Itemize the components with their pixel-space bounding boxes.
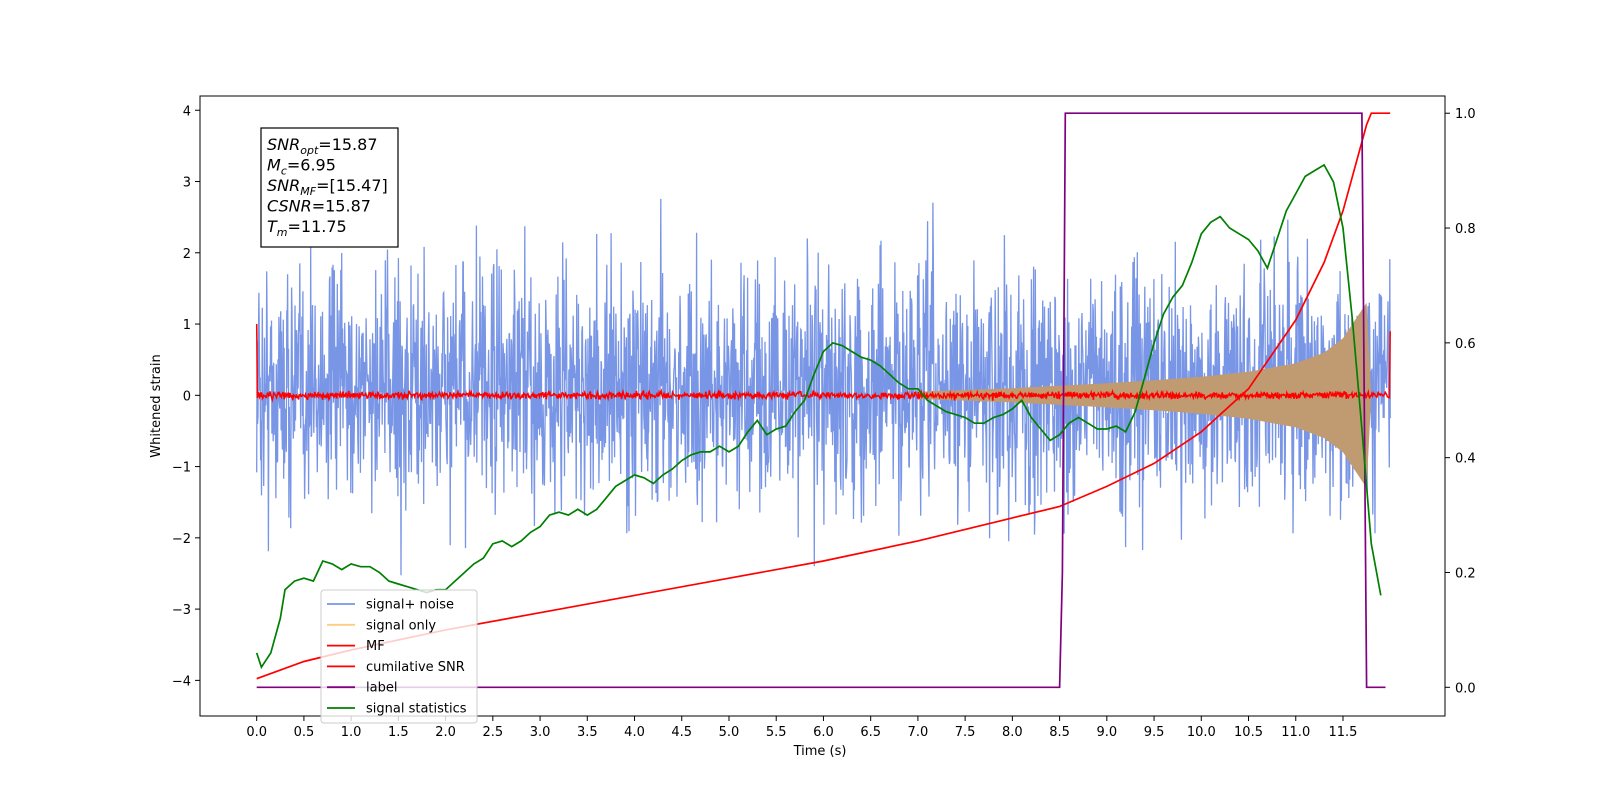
y-right-tick-label: 0.8 — [1455, 222, 1476, 237]
y-left-tick-label: −4 — [172, 674, 191, 689]
x-tick-label: 0.0 — [246, 725, 267, 740]
x-tick-label: 8.5 — [1049, 725, 1070, 740]
stats-line: CSNR=15.87 — [267, 197, 371, 216]
stats-line: Tm=11.75 — [267, 217, 347, 239]
legend-label: signal statistics — [366, 702, 467, 717]
x-tick-label: 3.5 — [577, 725, 598, 740]
stats-box: SNRopt=15.87Mc=6.95SNRMF=[15.47]CSNR=15.… — [260, 127, 399, 248]
y-left-tick-label: −1 — [172, 461, 191, 476]
y-right-tick-label: 0.6 — [1455, 337, 1476, 352]
stats-box-frame — [260, 127, 399, 248]
x-axis-label: Time (s) — [793, 744, 847, 759]
x-tick-label: 1.0 — [341, 725, 362, 740]
legend-label: label — [366, 681, 397, 696]
x-tick-label: 1.5 — [388, 725, 409, 740]
y-right-tick-label: 1.0 — [1455, 107, 1476, 122]
legend-label: signal+ noise — [366, 598, 454, 613]
x-tick-label: 11.0 — [1281, 725, 1310, 740]
x-tick-label: 9.5 — [1144, 725, 1165, 740]
y-axis-right: 1.0 0.8 0.6 0.4 0.2 0.0 — [1445, 107, 1476, 696]
y-left-tick-label: 4 — [183, 104, 191, 119]
y-left-tick-label: 2 — [183, 247, 191, 262]
y-right-tick-label: 0.0 — [1455, 681, 1476, 696]
y-left-tick-label: −2 — [172, 532, 191, 547]
x-tick-label: 3.0 — [530, 725, 551, 740]
mf-series — [255, 323, 1391, 403]
legend-label: cumilative SNR — [366, 660, 465, 675]
y-left-tick-label: 3 — [183, 176, 191, 191]
stats-line: SNRopt=15.87 — [267, 135, 378, 157]
legend-label: MF — [366, 639, 385, 654]
x-tick-label: 5.0 — [719, 725, 740, 740]
label-series — [256, 112, 1386, 689]
y-left-tick-label: −3 — [172, 603, 191, 618]
x-tick-label: 7.5 — [955, 725, 976, 740]
plot-frame — [199, 95, 1446, 717]
legend-frame — [320, 589, 478, 724]
x-tick-label: 4.5 — [671, 725, 692, 740]
y-right-tick-label: 0.4 — [1455, 452, 1476, 467]
x-tick-label: 4.0 — [624, 725, 645, 740]
y-right-tick-label: 0.2 — [1455, 566, 1476, 581]
y-axis-left: 4 3 2 1 0 −1 −2 −3 −4 — [172, 104, 200, 689]
series-layer — [255, 112, 1391, 689]
x-tick-label: 10.0 — [1187, 725, 1216, 740]
y-left-tick-label: 0 — [183, 389, 191, 404]
x-tick-label: 11.5 — [1329, 725, 1358, 740]
signal-noise-series — [256, 198, 1391, 576]
stats-line: Mc=6.95 — [267, 156, 336, 178]
x-tick-label: 10.5 — [1234, 725, 1263, 740]
x-tick-label: 6.5 — [860, 725, 881, 740]
x-tick-label: 9.0 — [1096, 725, 1117, 740]
y-axis-left-label: Whitened strain — [149, 354, 164, 457]
x-tick-label: 7.0 — [908, 725, 929, 740]
stats-line: SNRMF=[15.47] — [267, 176, 388, 198]
x-tick-label: 2.5 — [482, 725, 503, 740]
x-tick-label: 6.0 — [813, 725, 834, 740]
legend: signal+ noise signal only MF cumilative SNR… — [320, 589, 478, 724]
x-tick-label: 0.5 — [294, 725, 315, 740]
cumilative-snr-series — [256, 112, 1391, 680]
legend-label: signal only — [366, 618, 436, 633]
x-tick-label: 5.5 — [766, 725, 787, 740]
y-left-tick-label: 1 — [183, 318, 191, 333]
x-tick-label: 8.0 — [1002, 725, 1023, 740]
x-axis: 0.0 0.5 1.0 1.5 2.0 2.5 3.0 3.5 4.0 4.5 5.0 5.5 6.0 6… — [246, 716, 1357, 740]
x-tick-label: 2.0 — [435, 725, 456, 740]
